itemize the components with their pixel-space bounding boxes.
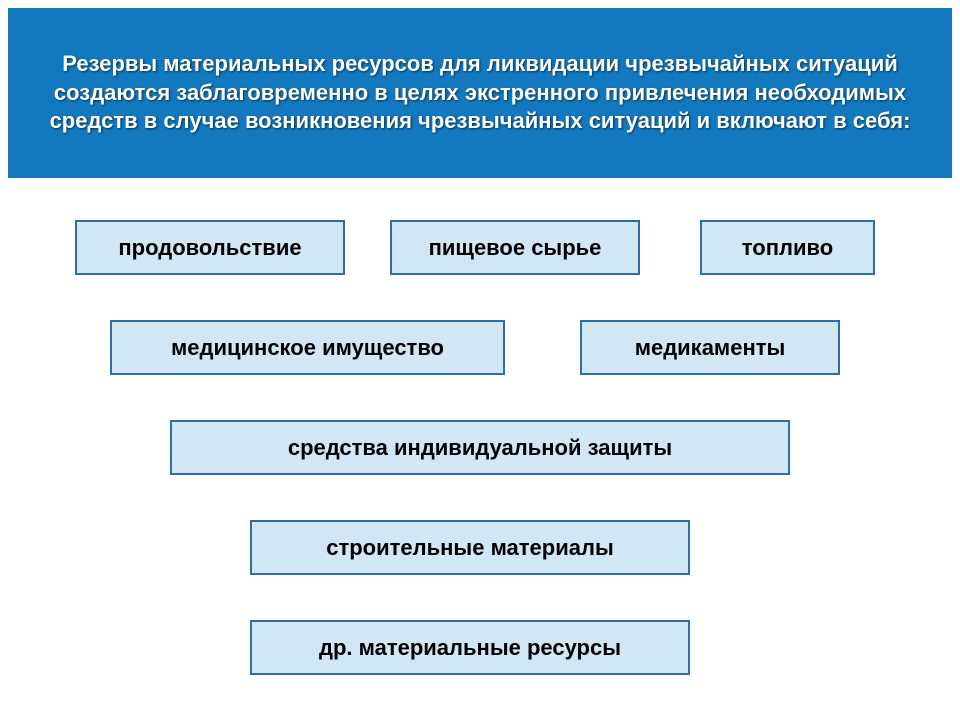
box-label: топливо — [742, 235, 833, 261]
box-medeq: медицинское имущество — [110, 320, 505, 375]
box-label: пищевое сырье — [429, 235, 602, 261]
box-other: др. материальные ресурсы — [250, 620, 690, 675]
header-block: Резервы материальных ресурсов для ликвид… — [8, 8, 952, 178]
box-label: медицинское имущество — [171, 335, 444, 361]
box-ppe: средства индивидуальной защиты — [170, 420, 790, 475]
box-label: медикаменты — [635, 335, 786, 361]
box-label: др. материальные ресурсы — [319, 635, 621, 661]
box-label: строительные материалы — [326, 535, 614, 561]
box-fuel: топливо — [700, 220, 875, 275]
box-label: средства индивидуальной защиты — [288, 435, 672, 461]
box-label: продовольствие — [118, 235, 301, 261]
header-text: Резервы материальных ресурсов для ликвид… — [38, 50, 922, 136]
box-food: продовольствие — [75, 220, 345, 275]
box-raw: пищевое сырье — [390, 220, 640, 275]
box-construction: строительные материалы — [250, 520, 690, 575]
diagram-stage: Резервы материальных ресурсов для ликвид… — [0, 0, 960, 720]
box-meds: медикаменты — [580, 320, 840, 375]
